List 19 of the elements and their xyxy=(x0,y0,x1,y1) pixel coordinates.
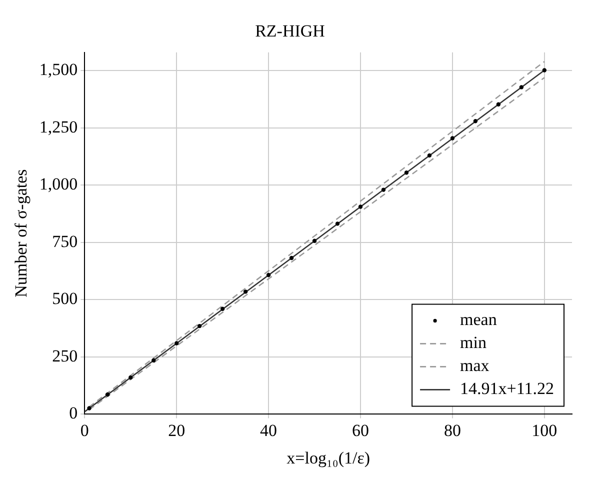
y-axis-title: Number of σ-gates xyxy=(12,169,31,298)
x-tick-label: 40 xyxy=(260,420,278,440)
x-axis-title: x=log₁₀(1/ε) xyxy=(286,448,370,468)
legend-label: mean xyxy=(460,310,498,330)
x-tick-label: 100 xyxy=(532,420,558,440)
legend-label: min xyxy=(460,333,487,352)
legend-label: 14.91x+11.22 xyxy=(460,379,554,398)
x-tick-label: 80 xyxy=(444,420,461,440)
y-tick-label: 1,500 xyxy=(39,60,78,80)
y-tick-label: 1,250 xyxy=(39,117,78,136)
y-tick-label: 1,000 xyxy=(39,174,78,194)
x-tick-label: 20 xyxy=(168,420,186,440)
x-tick-label: 60 xyxy=(352,420,370,440)
y-tick-label: 0 xyxy=(69,404,78,423)
chart-title: RZ-HIGH xyxy=(255,22,325,41)
y-tick-label: 750 xyxy=(52,232,78,251)
y-tick-label: 250 xyxy=(52,346,78,366)
y-tick-label: 500 xyxy=(52,289,78,308)
legend-label: max xyxy=(460,356,490,376)
